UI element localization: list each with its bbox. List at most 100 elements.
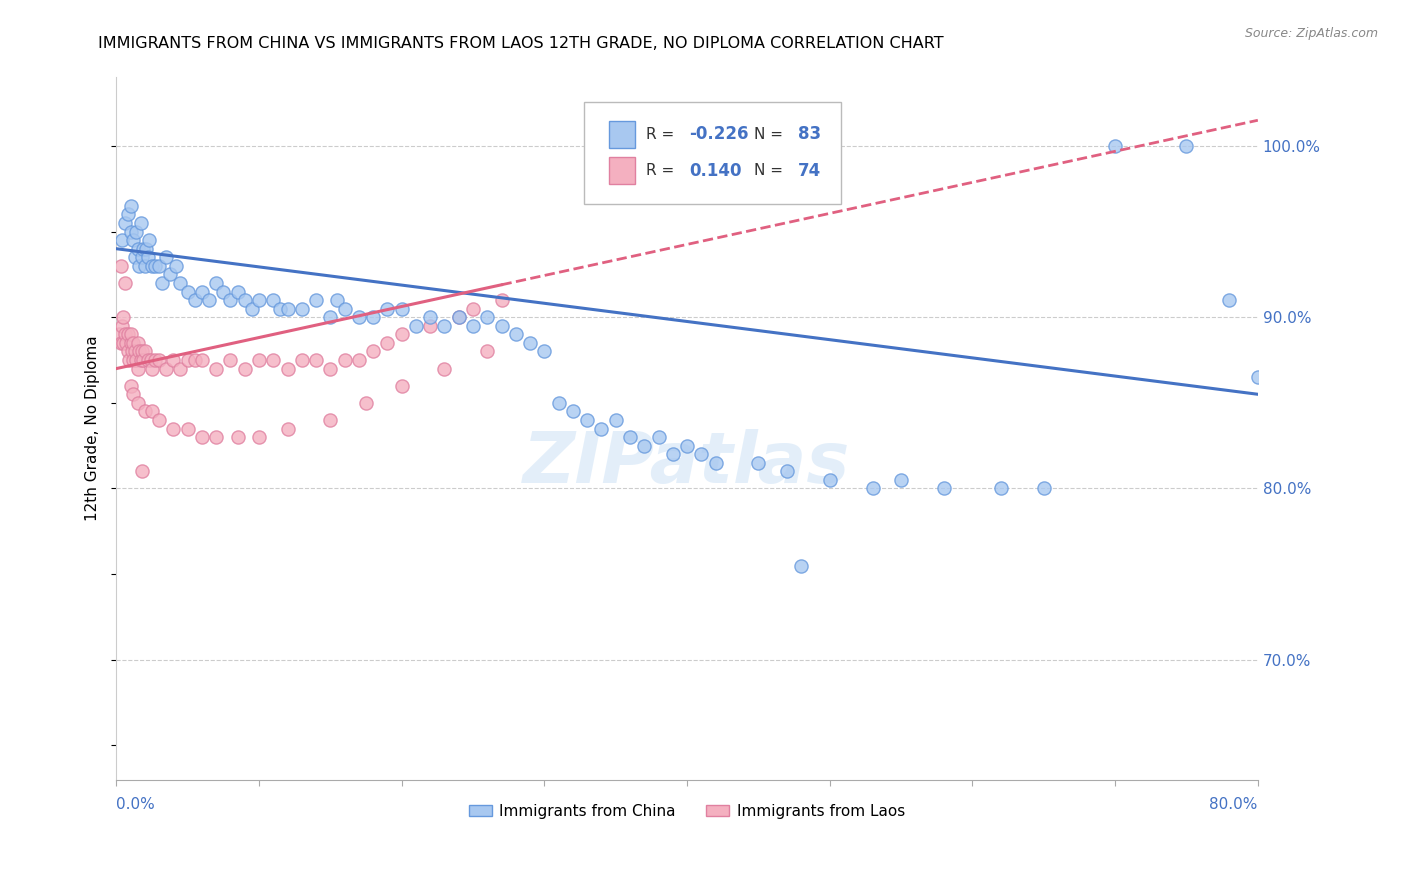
Point [519,335,541,350]
Point [132,353,155,368]
Point [361,344,384,359]
Point [184,293,207,307]
Point [117,344,139,359]
Point [134,404,156,418]
Point [326,293,349,307]
Point [120,199,142,213]
Point [276,361,298,376]
Point [391,301,413,316]
FancyBboxPatch shape [585,102,841,204]
Point [120,225,142,239]
Point [115,335,138,350]
Point [1218,293,1240,307]
Point [354,396,377,410]
Point [129,353,152,368]
Point [461,301,484,316]
Point [141,361,163,376]
Point [110,335,132,350]
Text: 0.140: 0.140 [689,161,742,180]
Point [347,353,370,368]
Point [150,276,173,290]
Point [122,387,145,401]
Point [890,473,912,487]
Point [212,285,235,299]
Text: N =: N = [755,127,789,142]
Point [447,310,470,325]
Point [148,259,170,273]
Point [129,216,152,230]
Text: IMMIGRANTS FROM CHINA VS IMMIGRANTS FROM LAOS 12TH GRADE, NO DIPLOMA CORRELATION: IMMIGRANTS FROM CHINA VS IMMIGRANTS FROM… [98,36,943,51]
Point [240,301,263,316]
Point [110,259,132,273]
Text: 0.0%: 0.0% [117,797,155,812]
Text: 80.0%: 80.0% [1209,797,1258,812]
Text: 83: 83 [797,125,821,144]
Point [433,318,456,333]
Point [1247,370,1270,384]
Point [111,233,134,247]
Point [162,353,184,368]
Point [704,456,727,470]
Point [111,318,134,333]
Point [124,344,146,359]
Point [347,310,370,325]
Text: R =: R = [645,127,679,142]
Point [191,430,214,444]
Point [155,361,177,376]
Point [262,293,284,307]
Point [131,464,153,478]
Point [932,482,955,496]
Point [136,250,159,264]
Point [276,301,298,316]
Text: N =: N = [755,163,789,178]
Point [219,293,242,307]
Point [108,327,131,342]
Text: R =: R = [645,163,679,178]
Point [333,301,356,316]
Point [141,404,163,418]
Point [159,268,181,282]
Point [125,225,148,239]
Point [184,353,207,368]
Point [176,421,198,435]
Point [247,430,270,444]
Point [391,378,413,392]
Point [135,242,157,256]
Point [128,259,150,273]
Point [276,421,298,435]
Point [127,361,149,376]
Text: -0.226: -0.226 [689,125,749,144]
Point [676,439,699,453]
Text: 74: 74 [797,161,821,180]
Point [127,396,149,410]
Point [132,242,155,256]
Point [134,344,156,359]
Point [647,430,669,444]
Point [139,353,162,368]
Point [120,335,142,350]
Point [148,353,170,368]
Point [205,430,228,444]
Point [505,327,527,342]
FancyBboxPatch shape [609,158,634,184]
Point [125,353,148,368]
Point [169,361,191,376]
Point [591,421,613,435]
Point [128,344,150,359]
Point [291,301,314,316]
Point [461,318,484,333]
Point [333,353,356,368]
Point [191,285,214,299]
Point [547,396,569,410]
Point [122,335,145,350]
Point [377,335,399,350]
Point [377,301,399,316]
Point [112,310,135,325]
Point [134,259,156,273]
Point [605,413,627,427]
Point [162,421,184,435]
Point [191,353,214,368]
Point [747,456,769,470]
Point [491,293,513,307]
Point [291,353,314,368]
